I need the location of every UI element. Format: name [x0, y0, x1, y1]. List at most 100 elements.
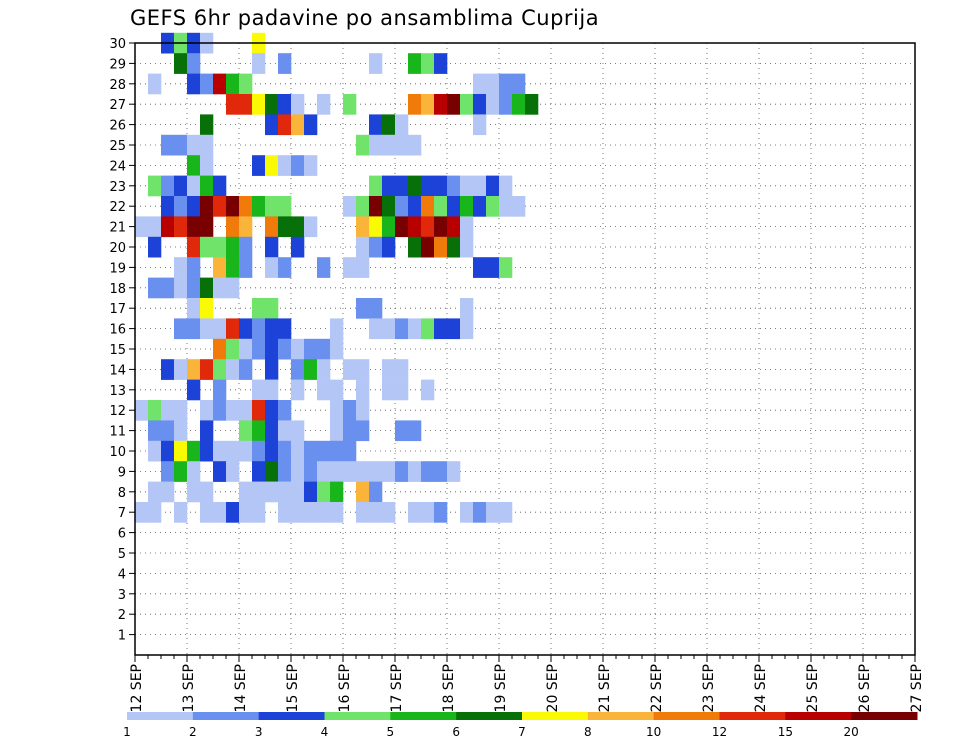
heatmap-cell: [174, 318, 188, 340]
heatmap-cell: [382, 175, 396, 197]
heatmap-cell: [265, 379, 279, 401]
heatmap-cell: [291, 379, 305, 401]
x-tick-label: 25 SEP: [805, 664, 821, 712]
heatmap-cell: [317, 94, 331, 115]
heatmap-cell: [200, 175, 214, 197]
heatmap-cell: [265, 420, 279, 442]
heatmap-cell: [330, 420, 344, 442]
color-legend: 1 2 3 4 5 6 7 8 10 12 15 20: [123, 712, 918, 739]
heatmap-cell: [343, 359, 357, 380]
heatmap-cell: [447, 236, 461, 258]
heatmap-cell: [369, 196, 383, 217]
heatmap-cell: [499, 502, 513, 523]
heatmap-cell: [369, 114, 383, 136]
heatmap-cell: [148, 440, 162, 462]
heatmap-cell: [213, 440, 227, 462]
heatmap-cell: [421, 196, 435, 217]
heatmap-cell: [161, 440, 175, 462]
heatmap-cell: [317, 338, 331, 360]
y-tick-label: 4: [118, 567, 126, 582]
heatmap-cell: [434, 53, 448, 74]
heatmap-cell: [187, 216, 201, 238]
heatmap-cell: [200, 73, 214, 95]
x-tick-label: 17 SEP: [389, 664, 405, 712]
y-tick-label: 6: [118, 527, 126, 542]
heatmap-cell: [187, 236, 201, 258]
heatmap-cell: [291, 502, 305, 523]
heatmap-cell: [343, 196, 357, 217]
heatmap-cell: [486, 73, 500, 95]
heatmap-cell: [174, 134, 188, 156]
heatmap-cell: [356, 216, 370, 238]
heatmap-cell: [473, 175, 487, 197]
heatmap-cell: [304, 338, 318, 360]
y-tick-label: 8: [118, 486, 126, 501]
heatmap-cell: [447, 318, 461, 340]
legend-label: 8: [584, 725, 592, 739]
heatmap-cell: [369, 318, 383, 340]
x-tick-label: 26 SEP: [857, 664, 873, 712]
heatmap-cell: [447, 175, 461, 197]
y-tick-label: 2: [118, 608, 126, 623]
heatmap-cell: [330, 318, 344, 340]
heatmap-cell: [421, 379, 435, 401]
legend-swatch: [653, 712, 720, 720]
heatmap-cell: [304, 502, 318, 523]
heatmap-cell: [304, 481, 318, 503]
heatmap-cell: [161, 420, 175, 442]
heatmap-cell: [473, 257, 487, 278]
heatmap-cell: [148, 216, 162, 238]
heatmap-cell: [291, 155, 305, 176]
heatmap-cell: [226, 461, 240, 482]
heatmap-cell: [317, 359, 331, 380]
y-tick-label: 20: [109, 241, 126, 256]
x-tick-label: 18 SEP: [441, 664, 457, 712]
heatmap-cell: [265, 257, 279, 278]
heatmap-cell: [421, 216, 435, 238]
heatmap-cell: [395, 379, 409, 401]
heatmap-cell: [161, 196, 175, 217]
heatmap-cell: [148, 502, 162, 523]
y-tick-label: 26: [109, 119, 126, 134]
heatmap-cell: [200, 298, 214, 319]
heatmap-cell: [473, 73, 487, 95]
heatmap-cell: [356, 379, 370, 401]
legend-label: 15: [778, 725, 793, 739]
y-tick-label: 18: [109, 282, 126, 297]
heatmap-cell: [408, 196, 422, 217]
heatmap-cell: [239, 257, 253, 278]
y-tick-label: 3: [118, 588, 126, 603]
heatmap-cell: [382, 134, 396, 156]
heatmap-cell: [252, 338, 266, 360]
heatmap-cell: [148, 420, 162, 442]
heatmap-cell: [291, 338, 305, 360]
heatmap-cells: [135, 32, 539, 523]
heatmap-cell: [278, 420, 292, 442]
heatmap-cell: [408, 318, 422, 340]
heatmap-cell: [447, 461, 461, 482]
heatmap-cell: [239, 481, 253, 503]
heatmap-cell: [187, 155, 201, 176]
y-tick-label: 10: [109, 445, 126, 460]
heatmap-cell: [148, 236, 162, 258]
heatmap-cell: [174, 196, 188, 217]
heatmap-cell: [382, 502, 396, 523]
heatmap-cell: [265, 216, 279, 238]
heatmap-cell: [174, 175, 188, 197]
heatmap-cell: [291, 461, 305, 482]
heatmap-cell: [356, 461, 370, 482]
heatmap-cell: [200, 318, 214, 340]
heatmap-cell: [265, 461, 279, 482]
heatmap-cell: [226, 318, 240, 340]
heatmap-cell: [174, 53, 188, 74]
heatmap-cell: [447, 196, 461, 217]
heatmap-cell: [265, 196, 279, 217]
legend-swatch: [324, 712, 391, 720]
heatmap-cell: [330, 338, 344, 360]
heatmap-cell: [408, 134, 422, 156]
heatmap-cell: [187, 359, 201, 380]
heatmap-cell: [187, 175, 201, 197]
y-tick-label: 23: [109, 180, 126, 195]
y-tick-label: 29: [109, 57, 126, 72]
heatmap-cell: [226, 236, 240, 258]
